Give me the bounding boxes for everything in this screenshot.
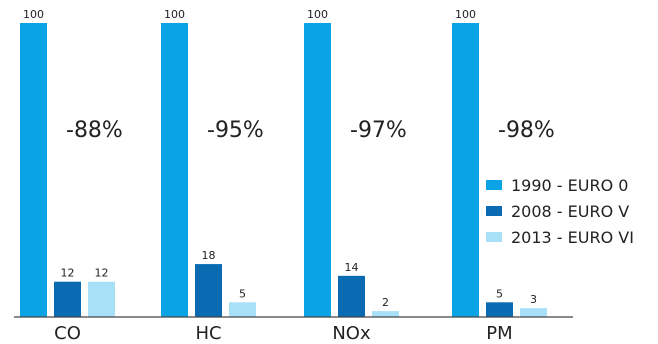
bars-layer xyxy=(20,23,547,317)
legend: 1990 - EURO 0 2008 - EURO V 2013 - EURO VI xyxy=(486,176,634,247)
value-label-co-series-2: 12 xyxy=(95,267,109,280)
legend-label-2: 2013 - EURO VI xyxy=(511,228,634,247)
legend-swatch-2 xyxy=(486,232,502,242)
bar-hc-series-1 xyxy=(195,264,222,317)
bar-co-series-0 xyxy=(20,23,47,317)
category-label-co: CO xyxy=(54,323,81,344)
legend-swatch-1 xyxy=(486,206,502,216)
reduction-annotation-co: -88% xyxy=(66,118,123,143)
bar-nox-series-0 xyxy=(304,23,331,317)
value-label-pm-series-2: 3 xyxy=(530,293,537,306)
category-label-nox: NOx xyxy=(332,323,371,344)
bar-nox-series-2 xyxy=(372,311,399,317)
value-label-nox-series-2: 2 xyxy=(382,296,389,309)
value-label-nox-series-0: 100 xyxy=(307,8,328,21)
bar-hc-series-2 xyxy=(229,302,256,317)
bar-nox-series-1 xyxy=(338,275,365,317)
legend-swatch-0 xyxy=(486,180,502,190)
bar-pm-series-0 xyxy=(452,23,479,317)
value-label-co-series-1: 12 xyxy=(61,267,75,280)
legend-label-0: 1990 - EURO 0 xyxy=(511,176,628,195)
bar-pm-series-1 xyxy=(486,302,513,317)
value-label-pm-series-1: 5 xyxy=(496,287,503,300)
reduction-annotation-pm: -98% xyxy=(498,118,555,143)
value-label-hc-series-1: 18 xyxy=(202,249,216,262)
bar-pm-series-2 xyxy=(520,308,547,317)
bar-hc-series-0 xyxy=(161,23,188,317)
value-label-hc-series-2: 5 xyxy=(239,287,246,300)
value-label-co-series-0: 100 xyxy=(23,8,44,21)
value-label-nox-series-1: 14 xyxy=(345,261,359,274)
legend-label-1: 2008 - EURO V xyxy=(511,202,629,221)
value-label-hc-series-0: 100 xyxy=(164,8,185,21)
reduction-annotation-hc: -95% xyxy=(207,118,264,143)
category-label-hc: HC xyxy=(195,323,221,344)
bar-co-series-1 xyxy=(54,281,81,317)
labels-layer: 100 12 12 CO -88% 100 18 5 HC -95% 100 14 2 NOx -97% 10… xyxy=(23,8,555,344)
bar-co-series-2 xyxy=(88,281,115,317)
reduction-annotation-nox: -97% xyxy=(350,118,407,143)
category-label-pm: PM xyxy=(486,323,512,344)
value-label-pm-series-0: 100 xyxy=(455,8,476,21)
